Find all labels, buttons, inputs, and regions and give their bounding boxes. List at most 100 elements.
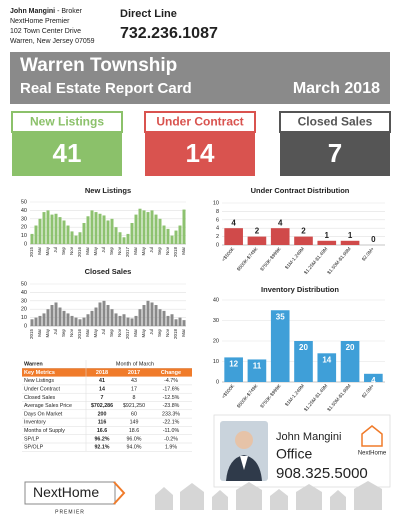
y-tick-label: 0	[24, 241, 27, 247]
x-tick-label: May	[141, 246, 146, 255]
bar	[58, 217, 62, 244]
x-tick-label: Nov	[117, 328, 122, 337]
bar	[170, 314, 174, 326]
table-cell: -17.6%	[163, 386, 180, 392]
x-tick-label: Jul	[149, 247, 154, 253]
data-label: 11	[253, 362, 262, 371]
bar	[118, 232, 122, 244]
x-tick-label: Mar	[85, 328, 90, 336]
bar	[270, 228, 290, 245]
bar	[138, 309, 142, 326]
x-tick-label: Mar	[133, 328, 138, 336]
x-tick-label: Mar	[37, 246, 42, 254]
y-tick-label: 0	[216, 379, 219, 385]
bar	[82, 223, 86, 244]
table-title: Warren	[24, 362, 43, 368]
bar	[86, 216, 90, 244]
bar	[294, 236, 313, 245]
stat-value-box	[280, 132, 390, 176]
x-tick-label: 2017	[125, 247, 130, 258]
bar	[54, 213, 58, 244]
table-header-cell: Change	[161, 370, 181, 376]
x-tick-label: 2018	[173, 247, 178, 258]
bar	[50, 305, 54, 326]
x-tick-label: Nov	[69, 328, 74, 337]
bar	[182, 320, 186, 326]
bar	[247, 359, 267, 382]
bar	[94, 212, 98, 244]
bar	[138, 208, 142, 244]
y-tick-label: 20	[213, 338, 219, 344]
y-tick-label: 20	[21, 225, 27, 231]
bar	[270, 310, 290, 382]
x-tick-label: Sep	[61, 247, 66, 256]
y-tick-label: 50	[21, 281, 27, 287]
footer-brand: NextHome	[33, 484, 99, 500]
agent-line: John Mangini - Broker	[10, 8, 83, 15]
bar	[142, 305, 146, 326]
stat-label: Closed Sales	[298, 115, 373, 129]
bar	[142, 210, 146, 244]
table-cell: 149	[130, 420, 139, 426]
table-cell: $702,286	[91, 403, 113, 409]
x-tick-label: Sep	[109, 329, 114, 338]
table-cell: 43	[131, 378, 137, 384]
chart-title: New Listings	[85, 186, 131, 195]
table-cell: SP/OLP	[24, 445, 44, 451]
banner-title: Warren Township	[20, 55, 177, 76]
table-cell: 8	[133, 395, 136, 401]
chart-title: Under Contract Distribution	[251, 186, 350, 195]
bar	[102, 215, 106, 244]
table-cell: -22.1%	[163, 420, 180, 426]
stat-value: 7	[328, 138, 342, 168]
x-tick-label: May	[93, 328, 98, 337]
bar	[46, 210, 50, 244]
table-cell: 14	[99, 386, 105, 392]
chart-title: Closed Sales	[85, 267, 132, 276]
x-tick-label: Sep	[157, 329, 162, 338]
bar	[110, 218, 114, 244]
y-tick-label: 40	[21, 208, 27, 214]
y-tick-label: 40	[21, 290, 27, 296]
houses	[155, 481, 382, 510]
bar	[34, 225, 38, 244]
data-label: 4	[278, 218, 283, 227]
data-label: 12	[229, 360, 238, 369]
bar	[66, 313, 70, 326]
x-tick-label: Jul	[149, 329, 154, 335]
y-tick-label: 30	[21, 216, 27, 222]
bar	[78, 232, 82, 244]
agent-card-name: John Mangini	[276, 431, 341, 443]
bar	[122, 314, 126, 326]
data-label: 1	[348, 231, 353, 240]
company: NextHome Premier	[10, 18, 70, 25]
stat-label: New Listings	[30, 115, 104, 129]
table-cell: Days On Market	[24, 411, 63, 417]
bar	[340, 240, 360, 245]
banner-date: March 2018	[293, 80, 380, 97]
bar	[134, 214, 138, 244]
bar	[158, 309, 162, 326]
agent-role: - Broker	[57, 8, 83, 15]
table-cell: -4.7%	[164, 378, 178, 384]
x-tick-label: 2015	[29, 329, 34, 340]
data-label: 4	[231, 218, 236, 227]
footer-logo-box	[24, 481, 116, 505]
x-tick-label: Jul	[53, 329, 58, 335]
y-tick-label: 10	[213, 359, 219, 365]
x-tick-label: 2018	[173, 329, 178, 340]
y-tick-label: 50	[21, 199, 27, 205]
table-cell: Months of Supply	[24, 428, 65, 434]
x-tick-label: Sep	[61, 329, 66, 338]
bar	[86, 314, 90, 326]
address: 102 Town Center Drive	[10, 28, 81, 35]
x-tick-label: Sep	[157, 247, 162, 256]
bar	[126, 317, 130, 326]
table-cell: 18.6	[129, 428, 139, 434]
x-tick-label: Mar	[85, 246, 90, 254]
bar	[162, 310, 166, 326]
brand-icon	[361, 425, 383, 447]
table-cell: 200	[98, 411, 107, 417]
phone: 732.236.1087	[120, 25, 218, 42]
x-tick-label: May	[141, 328, 146, 337]
